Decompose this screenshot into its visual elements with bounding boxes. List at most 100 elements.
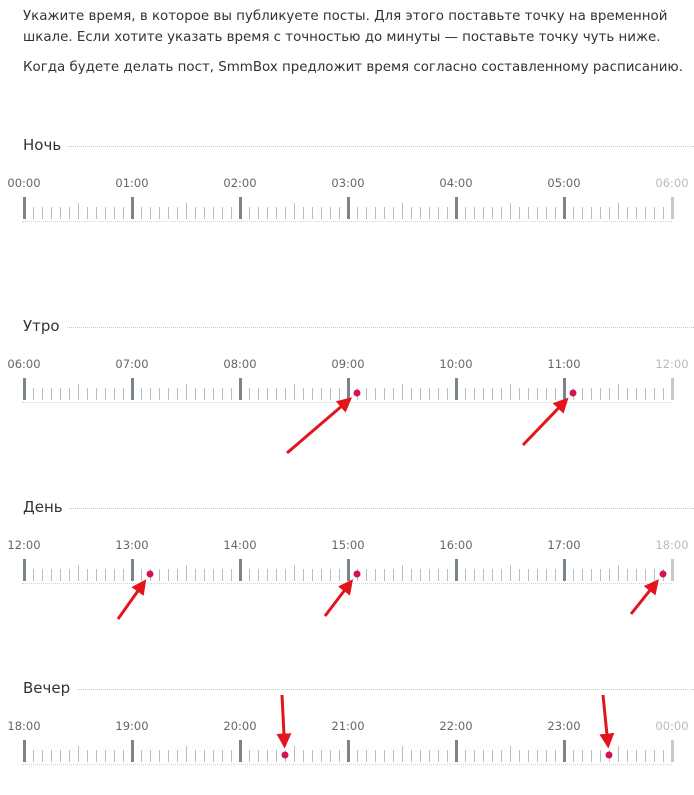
minute-tick[interactable] xyxy=(618,565,619,581)
minute-tick[interactable] xyxy=(78,565,79,581)
minute-tick[interactable] xyxy=(294,746,295,762)
minute-tick[interactable] xyxy=(420,388,421,400)
minute-tick[interactable] xyxy=(42,388,43,400)
minute-tick[interactable] xyxy=(393,750,394,762)
minute-tick[interactable] xyxy=(402,203,403,219)
hour-tick[interactable] xyxy=(455,740,458,762)
minute-tick[interactable] xyxy=(375,569,376,581)
minute-tick[interactable] xyxy=(114,750,115,762)
hour-tick[interactable] xyxy=(239,378,242,400)
minute-tick[interactable] xyxy=(654,569,655,581)
minute-tick[interactable] xyxy=(618,203,619,219)
minute-tick[interactable] xyxy=(177,569,178,581)
minute-tick[interactable] xyxy=(195,750,196,762)
selected-time-dot[interactable] xyxy=(353,389,361,397)
minute-tick[interactable] xyxy=(447,207,448,219)
selected-time-dot[interactable] xyxy=(353,570,361,578)
minute-tick[interactable] xyxy=(339,207,340,219)
hour-tick[interactable] xyxy=(671,740,674,762)
minute-tick[interactable] xyxy=(465,207,466,219)
minute-tick[interactable] xyxy=(267,207,268,219)
minute-tick[interactable] xyxy=(303,569,304,581)
minute-tick[interactable] xyxy=(114,207,115,219)
minute-tick[interactable] xyxy=(510,384,511,400)
minute-tick[interactable] xyxy=(114,569,115,581)
minute-tick[interactable] xyxy=(213,750,214,762)
minute-tick[interactable] xyxy=(519,388,520,400)
minute-tick[interactable] xyxy=(537,388,538,400)
minute-tick[interactable] xyxy=(393,388,394,400)
minute-tick[interactable] xyxy=(168,569,169,581)
minute-tick[interactable] xyxy=(141,207,142,219)
minute-tick[interactable] xyxy=(357,207,358,219)
minute-tick[interactable] xyxy=(186,203,187,219)
minute-tick[interactable] xyxy=(573,569,574,581)
minute-tick[interactable] xyxy=(294,384,295,400)
minute-tick[interactable] xyxy=(636,750,637,762)
minute-tick[interactable] xyxy=(321,207,322,219)
minute-tick[interactable] xyxy=(501,569,502,581)
minute-tick[interactable] xyxy=(474,569,475,581)
minute-tick[interactable] xyxy=(393,569,394,581)
time-scale[interactable] xyxy=(0,378,694,418)
minute-tick[interactable] xyxy=(366,388,367,400)
minute-tick[interactable] xyxy=(429,750,430,762)
minute-tick[interactable] xyxy=(123,569,124,581)
minute-tick[interactable] xyxy=(159,750,160,762)
minute-tick[interactable] xyxy=(33,569,34,581)
minute-tick[interactable] xyxy=(69,569,70,581)
minute-tick[interactable] xyxy=(645,207,646,219)
minute-tick[interactable] xyxy=(69,207,70,219)
selected-time-dot[interactable] xyxy=(659,570,667,578)
minute-tick[interactable] xyxy=(267,569,268,581)
minute-tick[interactable] xyxy=(438,388,439,400)
minute-tick[interactable] xyxy=(168,207,169,219)
minute-tick[interactable] xyxy=(330,388,331,400)
minute-tick[interactable] xyxy=(375,388,376,400)
minute-tick[interactable] xyxy=(429,569,430,581)
minute-tick[interactable] xyxy=(87,750,88,762)
minute-tick[interactable] xyxy=(573,750,574,762)
minute-tick[interactable] xyxy=(258,569,259,581)
minute-tick[interactable] xyxy=(654,207,655,219)
minute-tick[interactable] xyxy=(627,750,628,762)
minute-tick[interactable] xyxy=(537,569,538,581)
hour-tick[interactable] xyxy=(671,197,674,219)
minute-tick[interactable] xyxy=(645,388,646,400)
minute-tick[interactable] xyxy=(510,203,511,219)
minute-tick[interactable] xyxy=(600,569,601,581)
minute-tick[interactable] xyxy=(429,207,430,219)
minute-tick[interactable] xyxy=(474,750,475,762)
minute-tick[interactable] xyxy=(249,207,250,219)
minute-tick[interactable] xyxy=(96,569,97,581)
minute-tick[interactable] xyxy=(159,569,160,581)
hour-tick[interactable] xyxy=(23,378,26,400)
minute-tick[interactable] xyxy=(591,207,592,219)
selected-time-dot[interactable] xyxy=(605,751,613,759)
hour-tick[interactable] xyxy=(563,197,566,219)
minute-tick[interactable] xyxy=(492,750,493,762)
minute-tick[interactable] xyxy=(69,750,70,762)
minute-tick[interactable] xyxy=(204,388,205,400)
minute-tick[interactable] xyxy=(546,750,547,762)
minute-tick[interactable] xyxy=(105,569,106,581)
minute-tick[interactable] xyxy=(609,388,610,400)
minute-tick[interactable] xyxy=(213,207,214,219)
minute-tick[interactable] xyxy=(222,388,223,400)
minute-tick[interactable] xyxy=(60,569,61,581)
minute-tick[interactable] xyxy=(195,569,196,581)
minute-tick[interactable] xyxy=(555,750,556,762)
minute-tick[interactable] xyxy=(465,750,466,762)
minute-tick[interactable] xyxy=(33,207,34,219)
hour-tick[interactable] xyxy=(455,197,458,219)
minute-tick[interactable] xyxy=(411,207,412,219)
minute-tick[interactable] xyxy=(636,569,637,581)
minute-tick[interactable] xyxy=(231,750,232,762)
minute-tick[interactable] xyxy=(186,565,187,581)
minute-tick[interactable] xyxy=(384,569,385,581)
minute-tick[interactable] xyxy=(294,565,295,581)
minute-tick[interactable] xyxy=(555,569,556,581)
minute-tick[interactable] xyxy=(492,207,493,219)
minute-tick[interactable] xyxy=(636,388,637,400)
minute-tick[interactable] xyxy=(600,207,601,219)
